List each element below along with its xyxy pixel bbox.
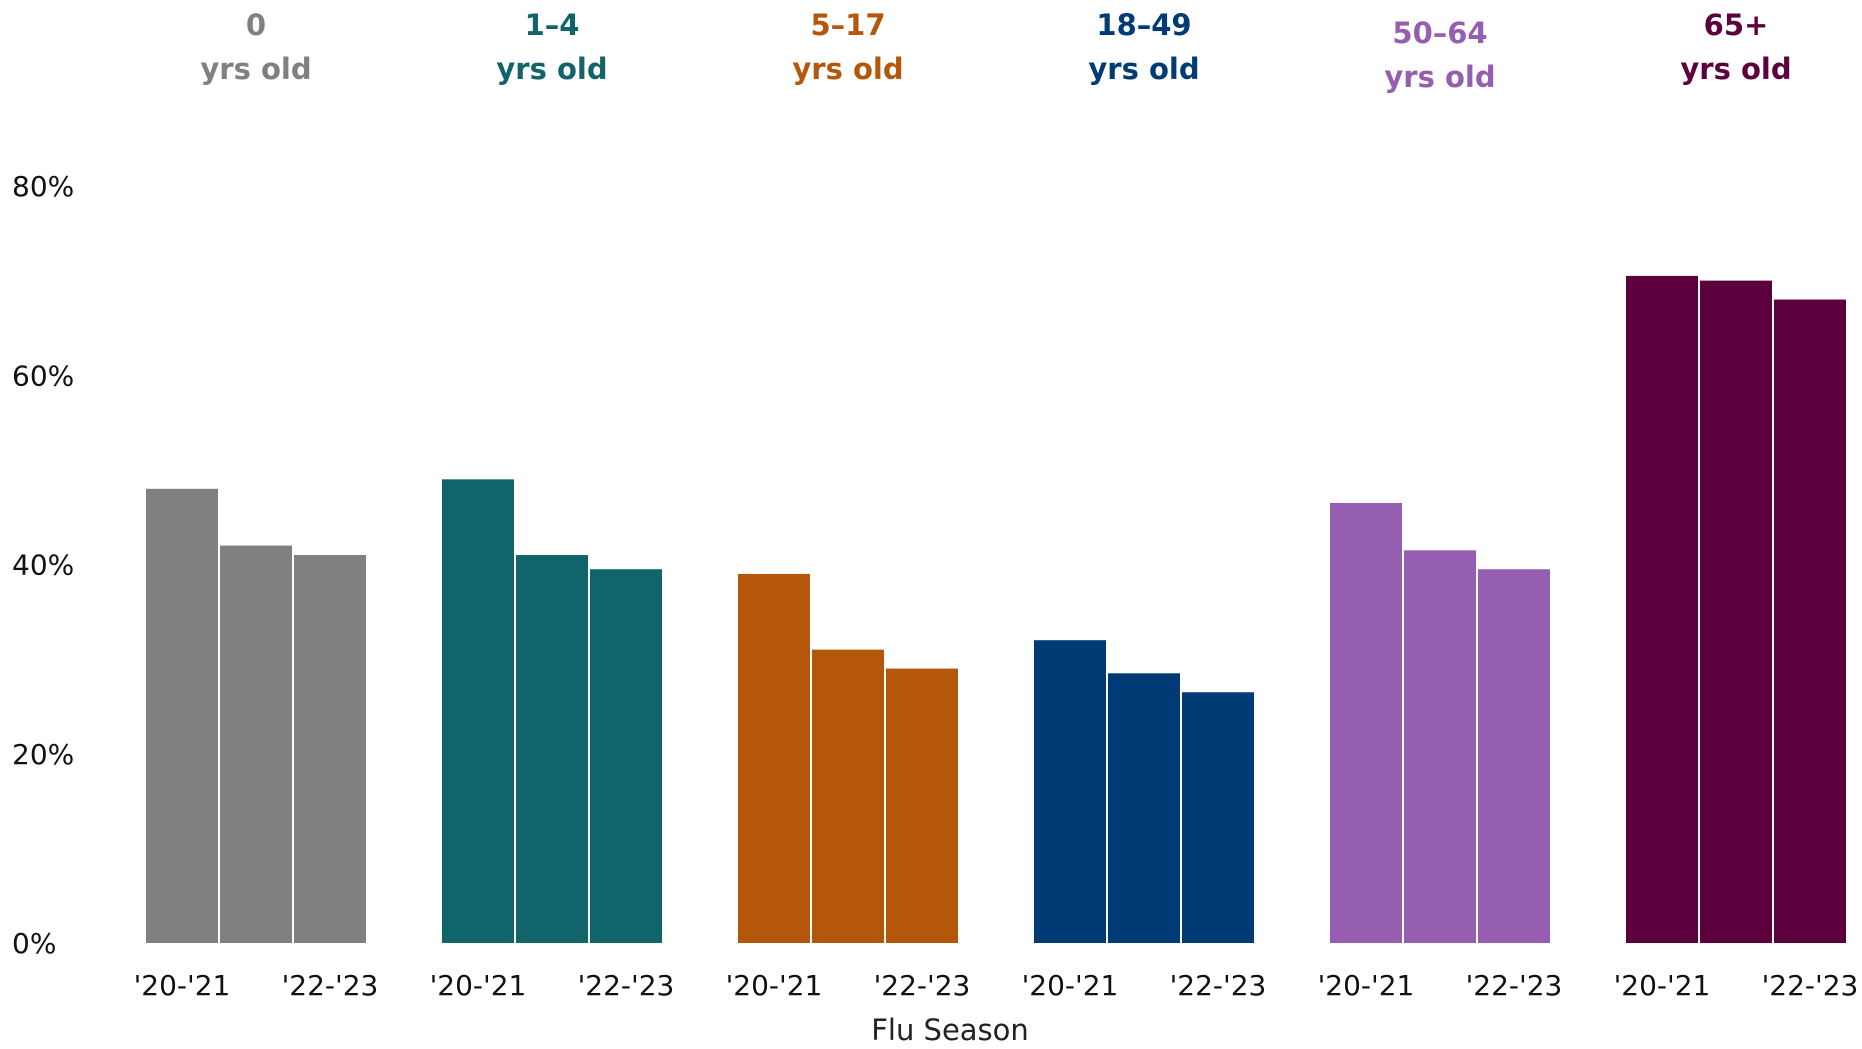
x-tick-label: '22-'23 <box>282 969 379 1002</box>
group-labels: 0 yrs old 1–4 yrs old 5–17 yrs old 18–49 yrs ol… <box>200 8 1791 94</box>
bar <box>1404 550 1476 943</box>
group-label-age: 18–49 <box>1096 8 1191 42</box>
bar <box>1108 673 1180 943</box>
bar <box>738 573 810 943</box>
y-tick-label: 40% <box>12 549 74 582</box>
bar <box>1330 502 1402 943</box>
group-label-age: 0 <box>246 8 266 42</box>
group-label-age: 65+ <box>1704 8 1769 42</box>
group-label-unit: yrs old <box>200 52 311 86</box>
group-label-unit: yrs old <box>792 52 903 86</box>
x-tick-label: '22-'23 <box>1762 969 1859 1002</box>
group-label-unit: yrs old <box>1384 60 1495 94</box>
x-tick-label: '20-'21 <box>1318 969 1415 1002</box>
group-label-unit: yrs old <box>496 52 607 86</box>
bar <box>516 555 588 943</box>
bar <box>220 545 292 943</box>
x-axis-ticks: '20-'21 '22-'23 '20-'21 '22-'23 '20-'21 '22-'… <box>134 969 1859 1002</box>
group-label-age: 5–17 <box>810 8 885 42</box>
bar <box>1626 275 1698 943</box>
bar <box>590 569 662 943</box>
y-tick-label: 60% <box>12 359 74 392</box>
group-label-unit: yrs old <box>1680 52 1791 86</box>
x-tick-label: '20-'21 <box>1022 969 1119 1002</box>
group-label-unit: yrs old <box>1088 52 1199 86</box>
bar <box>1700 280 1772 943</box>
x-tick-label: '22-'23 <box>874 969 971 1002</box>
group-label-age: 1–4 <box>525 8 580 42</box>
x-tick-label: '20-'21 <box>430 969 527 1002</box>
group-label-age: 50–64 <box>1392 16 1487 50</box>
y-tick-label: 80% <box>12 170 74 203</box>
bar <box>1182 692 1254 943</box>
y-tick-label: 20% <box>12 738 74 771</box>
x-tick-label: '22-'23 <box>578 969 675 1002</box>
x-tick-label: '22-'23 <box>1170 969 1267 1002</box>
bar <box>1774 299 1846 943</box>
bar <box>442 479 514 943</box>
bars <box>146 275 1846 943</box>
x-tick-label: '20-'21 <box>726 969 823 1002</box>
x-tick-label: '22-'23 <box>1466 969 1563 1002</box>
x-tick-label: '20-'21 <box>134 969 231 1002</box>
bar <box>294 555 366 943</box>
x-axis-title: Flu Season <box>871 1013 1029 1047</box>
y-axis: 0% 20% 40% 60% 80% <box>12 170 74 960</box>
bar <box>146 488 218 943</box>
bar <box>886 668 958 943</box>
x-tick-label: '20-'21 <box>1614 969 1711 1002</box>
y-tick-label: 0% <box>12 927 56 960</box>
bar <box>812 649 884 943</box>
bar <box>1034 640 1106 943</box>
bar <box>1478 569 1550 943</box>
